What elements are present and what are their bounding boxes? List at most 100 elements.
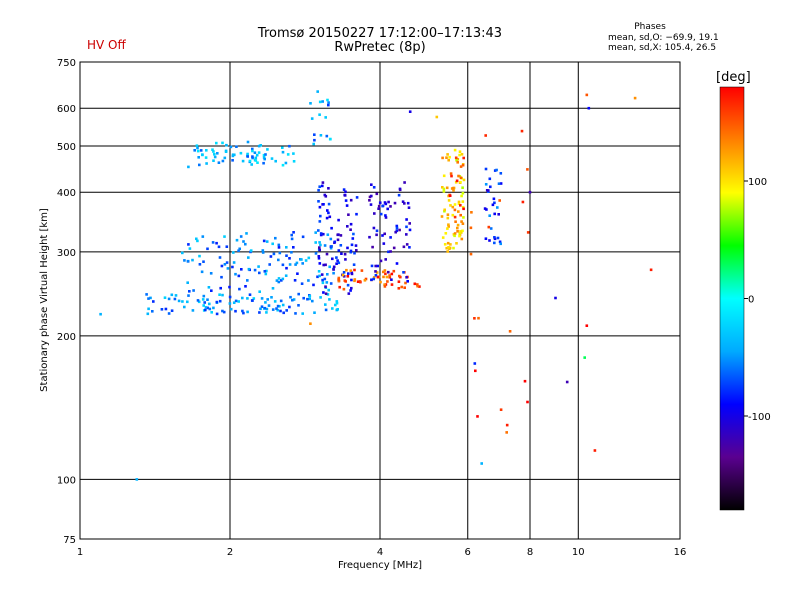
colorbar-unit-label: [deg] <box>716 70 751 85</box>
data-point <box>499 172 503 175</box>
data-point <box>145 293 148 296</box>
data-point <box>383 232 386 236</box>
data-point <box>337 233 340 236</box>
data-point <box>246 279 249 282</box>
data-point <box>249 249 253 252</box>
data-point <box>385 275 389 279</box>
data-point <box>275 307 278 310</box>
data-point <box>405 243 409 246</box>
data-point <box>339 234 343 237</box>
data-point <box>496 236 500 240</box>
data-point <box>292 298 296 301</box>
data-point <box>234 299 238 303</box>
x-tick-label: 16 <box>674 547 687 558</box>
data-point <box>384 216 388 219</box>
data-point <box>403 181 406 184</box>
data-point <box>476 415 479 418</box>
data-point <box>456 223 460 227</box>
data-point <box>335 301 339 305</box>
data-point <box>313 133 316 136</box>
data-point <box>448 155 451 159</box>
colorbar <box>719 86 745 511</box>
data-point <box>334 303 337 307</box>
data-point <box>201 153 204 157</box>
data-point <box>487 225 491 229</box>
data-point <box>229 145 233 149</box>
data-point <box>265 269 268 273</box>
data-point <box>454 220 457 223</box>
data-point <box>266 148 269 151</box>
data-point <box>496 206 499 209</box>
x-tick-label: 10 <box>572 547 585 558</box>
data-point <box>201 235 205 238</box>
data-point <box>319 214 322 218</box>
data-point <box>458 153 461 157</box>
data-point <box>416 284 419 288</box>
data-point <box>375 192 379 196</box>
data-point <box>281 146 284 149</box>
data-point <box>163 296 167 299</box>
x-tick-label: 4 <box>377 547 383 558</box>
data-point <box>352 263 356 266</box>
data-point <box>505 431 508 434</box>
data-point <box>370 183 373 186</box>
data-point <box>231 265 234 269</box>
data-point <box>395 229 399 233</box>
data-point <box>459 176 463 180</box>
data-point <box>498 199 501 202</box>
y-tick-label: 750 <box>57 58 76 69</box>
data-point <box>353 268 356 272</box>
data-point <box>451 205 455 209</box>
data-point <box>345 204 349 207</box>
data-point <box>337 279 341 283</box>
data-point <box>328 298 331 301</box>
data-point <box>376 264 379 268</box>
data-point <box>327 101 330 104</box>
data-point <box>251 149 254 153</box>
data-point <box>469 252 473 256</box>
data-point <box>232 301 236 304</box>
data-point <box>335 262 338 265</box>
data-point <box>316 90 319 93</box>
data-point <box>270 296 273 299</box>
data-point <box>325 216 329 220</box>
data-point <box>317 270 321 273</box>
data-point <box>196 239 199 243</box>
data-point <box>461 191 465 195</box>
data-point <box>213 153 216 156</box>
x-tick-label: 2 <box>227 547 233 558</box>
data-point <box>347 213 350 216</box>
data-point <box>291 298 294 302</box>
y-tick-label: 300 <box>57 248 76 259</box>
data-point <box>262 153 266 157</box>
data-point <box>277 277 281 280</box>
data-point <box>461 229 464 233</box>
data-point <box>151 310 154 313</box>
data-point <box>272 252 276 256</box>
data-point <box>197 156 200 159</box>
hv-status-label: HV Off <box>87 38 126 52</box>
data-point <box>346 246 349 250</box>
data-point <box>321 181 325 184</box>
data-point <box>386 207 389 211</box>
data-point <box>286 153 290 156</box>
colorbar-tick-label: 100 <box>748 177 767 188</box>
data-point <box>319 134 323 137</box>
data-point <box>306 297 309 301</box>
data-point <box>406 201 410 205</box>
data-point <box>408 222 411 225</box>
data-point <box>321 278 324 282</box>
data-point <box>448 194 452 197</box>
data-point <box>324 116 327 119</box>
data-point <box>229 307 233 311</box>
data-point <box>442 174 446 178</box>
data-point <box>323 277 327 281</box>
data-point <box>375 271 379 274</box>
data-point <box>355 249 358 252</box>
data-point <box>218 256 222 259</box>
data-point <box>274 236 277 240</box>
data-point <box>228 285 231 289</box>
data-point <box>183 305 186 309</box>
data-point <box>395 224 399 228</box>
data-point <box>173 297 177 301</box>
